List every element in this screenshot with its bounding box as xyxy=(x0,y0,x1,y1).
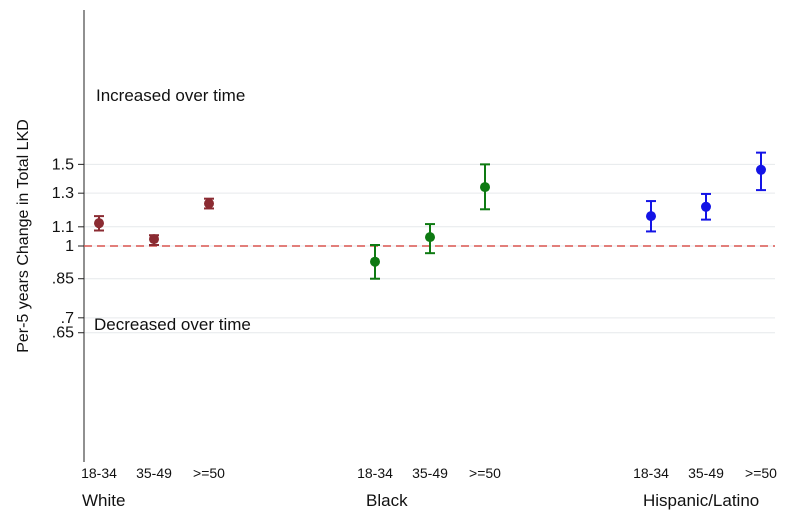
x-tick-label: 35-49 xyxy=(136,465,172,481)
y-axis-label: Per-5 years Change in Total LKD xyxy=(15,119,32,353)
y-tick-label: .65 xyxy=(52,325,74,342)
annotation-increased: Increased over time xyxy=(96,86,245,105)
y-tick-label: 1 xyxy=(65,238,74,255)
point-estimate xyxy=(480,182,490,193)
y-ticks: .65.7 .85 1 1.1 1.3 1.5 xyxy=(52,156,84,342)
x-tick-label: 35-49 xyxy=(412,465,448,481)
x-tick-label: >=50 xyxy=(745,465,777,481)
point-estimate xyxy=(94,218,104,229)
data-marks xyxy=(94,151,766,280)
x-tick-label: >=50 xyxy=(193,465,225,481)
group-label: Black xyxy=(366,491,408,510)
point-estimate xyxy=(756,164,766,175)
y-tick-label: 1.5 xyxy=(52,156,74,173)
y-tick-label: .7 xyxy=(61,310,74,327)
y-tick-label: 1.3 xyxy=(52,185,74,202)
point-estimate xyxy=(149,234,159,245)
point-estimate xyxy=(701,201,711,212)
y-tick-label: 1.1 xyxy=(52,219,74,236)
point-estimate xyxy=(425,232,435,243)
y-tick-label: .85 xyxy=(52,271,74,288)
group-label: White xyxy=(82,491,125,510)
group-label: Hispanic/Latino xyxy=(643,491,759,510)
x-tick-label: >=50 xyxy=(469,465,501,481)
x-tick-label: 18-34 xyxy=(357,465,393,481)
point-estimate xyxy=(204,198,214,209)
x-tick-label: 18-34 xyxy=(81,465,117,481)
annotation-decreased: Decreased over time xyxy=(94,315,251,334)
x-tick-label: 35-49 xyxy=(688,465,724,481)
point-estimate xyxy=(370,256,380,267)
x-tick-label: 18-34 xyxy=(633,465,669,481)
x-category-labels: 18-34 35-49 >=50 White 18-34 35-49 >=50 Black 18… xyxy=(81,465,777,510)
point-estimate xyxy=(646,211,656,222)
